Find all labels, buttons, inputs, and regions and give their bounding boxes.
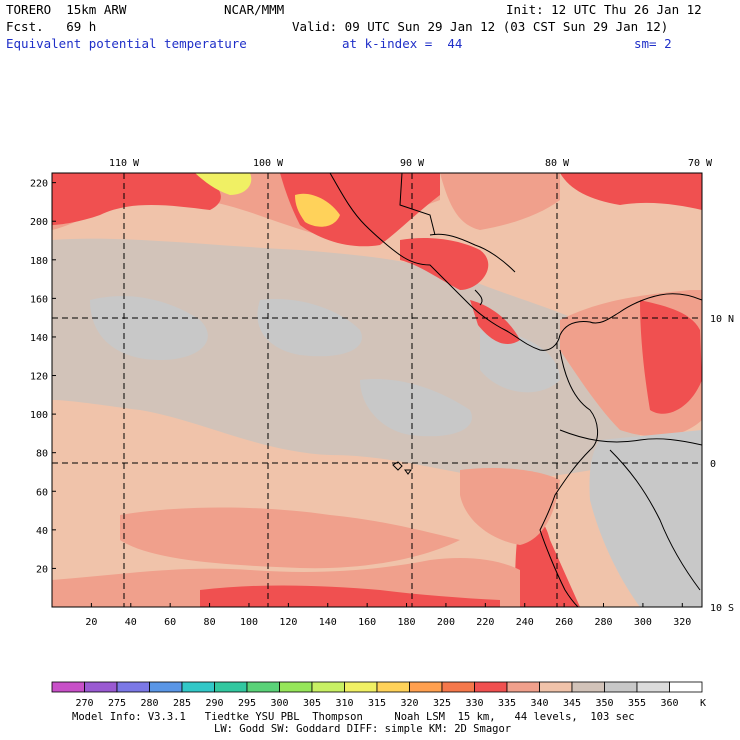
colorbar-labels: 270 275 280 285 290 295 300 305 310 315 320 325 330 3…	[75, 698, 678, 709]
temperature-field	[52, 173, 702, 607]
y-axis: 220 200 180 160 140 120 100 80 60 40 20	[30, 179, 56, 575]
lon-label-70w: 70 W	[688, 158, 713, 169]
x-tick-label: 180	[398, 617, 416, 628]
colorbar-swatch	[246, 681, 280, 693]
colorbar-swatch	[571, 681, 605, 693]
smoothing: sm= 2	[634, 36, 672, 51]
colorbar-level-label: 280	[140, 698, 158, 709]
x-tick-label: 120	[279, 617, 297, 628]
y-tick-label: 120	[30, 372, 48, 383]
colorbar-swatch	[84, 681, 118, 693]
colorbar-swatch	[669, 681, 703, 693]
init-time: Init: 12 UTC Thu 26 Jan 12	[506, 2, 702, 17]
x-tick-label: 140	[319, 617, 337, 628]
physics-info: LW: Godd SW: Goddard DIFF: simple KM: 2D…	[214, 723, 512, 735]
x-tick-label: 280	[594, 617, 612, 628]
plot-frame	[51, 172, 703, 608]
lon-label-80w: 80 W	[545, 158, 570, 169]
x-tick-label: 160	[358, 617, 376, 628]
y-tick-label: 220	[30, 179, 48, 190]
colorbar-level-label: 315	[368, 698, 386, 709]
y-tick-label: 40	[36, 526, 48, 537]
x-tick-label: 300	[634, 617, 652, 628]
colorbar-level-label: 320	[400, 698, 418, 709]
lat-label-10n: 10 N	[710, 314, 734, 325]
colorbar-level-label: 270	[75, 698, 93, 709]
x-tick-label: 320	[673, 617, 691, 628]
x-tick-label: 260	[555, 617, 573, 628]
colorbar-swatch	[344, 681, 378, 693]
lon-label-110w: 110 W	[109, 158, 140, 169]
x-tick-label: 20	[85, 617, 97, 628]
colorbar-level-label: 275	[108, 698, 126, 709]
colorbar-level-label: 350	[595, 698, 613, 709]
y-tick-label: 80	[36, 449, 48, 460]
x-tick-label: 200	[437, 617, 455, 628]
colorbar-unit: K	[700, 698, 706, 709]
colorbar-level-label: 300	[270, 698, 288, 709]
colorbar-swatch	[441, 681, 475, 693]
colorbar-swatch	[409, 681, 443, 693]
colorbar-swatch	[311, 681, 345, 693]
lon-label-90w: 90 W	[400, 158, 425, 169]
colorbar-swatch	[376, 681, 410, 693]
model-info: Model Info: V3.3.1 Tiedtke YSU PBL Thomp…	[72, 711, 635, 723]
lat-label-0: 0	[710, 459, 716, 470]
colorbar-level-label: 325	[433, 698, 451, 709]
colorbar-level-label: 295	[238, 698, 256, 709]
colorbar-swatch	[149, 681, 183, 693]
y-tick-label: 100	[30, 410, 48, 421]
y-tick-label: 140	[30, 333, 48, 344]
model-name: TORERO 15km ARW	[6, 2, 127, 17]
colorbar-level-label: 340	[530, 698, 548, 709]
colorbar-level-label: 345	[563, 698, 581, 709]
organization: NCAR/MMM	[224, 2, 285, 17]
level-index: at k-index = 44	[342, 36, 463, 51]
colorbar-swatch	[116, 681, 150, 693]
y-tick-label: 180	[30, 256, 48, 267]
latlon-grid	[52, 173, 702, 607]
colorbar-swatch	[279, 681, 313, 693]
coastlines	[329, 173, 702, 607]
colorbar-swatch	[214, 681, 248, 693]
colorbar	[51, 681, 703, 693]
lat-label-10s: 10 S	[710, 603, 734, 614]
y-tick-label: 20	[36, 564, 48, 575]
colorbar-level-label: 330	[465, 698, 483, 709]
colorbar-swatch	[636, 681, 670, 693]
valid-time: Valid: 09 UTC Sun 29 Jan 12 (03 CST Sun …	[292, 19, 669, 34]
colorbar-level-label: 305	[303, 698, 321, 709]
x-tick-label: 240	[516, 617, 534, 628]
x-tick-label: 60	[164, 617, 176, 628]
colorbar-level-label: 355	[628, 698, 646, 709]
colorbar-swatch	[604, 681, 638, 693]
forecast-hour: Fcst. 69 h	[6, 19, 97, 34]
colorbar-swatch	[181, 681, 215, 693]
x-tick-label: 80	[204, 617, 216, 628]
colorbar-level-label: 285	[173, 698, 191, 709]
colorbar-swatch	[474, 681, 508, 693]
y-tick-label: 160	[30, 294, 48, 305]
field-name: Equivalent potential temperature	[6, 36, 247, 51]
colorbar-level-label: 360	[660, 698, 678, 709]
lon-label-100w: 100 W	[253, 158, 284, 169]
x-tick-label: 40	[125, 617, 137, 628]
colorbar-level-label: 335	[498, 698, 516, 709]
colorbar-swatch	[51, 681, 85, 693]
colorbar-swatch	[539, 681, 573, 693]
y-tick-label: 60	[36, 487, 48, 498]
x-tick-label: 220	[476, 617, 494, 628]
colorbar-swatch	[506, 681, 540, 693]
colorbar-level-label: 310	[335, 698, 353, 709]
x-tick-label: 100	[240, 617, 258, 628]
y-tick-label: 200	[30, 217, 48, 228]
x-axis: 20 40 60 80 100 120 140 160 180 200 220 240 260 280 30…	[85, 603, 691, 628]
colorbar-level-label: 290	[205, 698, 223, 709]
